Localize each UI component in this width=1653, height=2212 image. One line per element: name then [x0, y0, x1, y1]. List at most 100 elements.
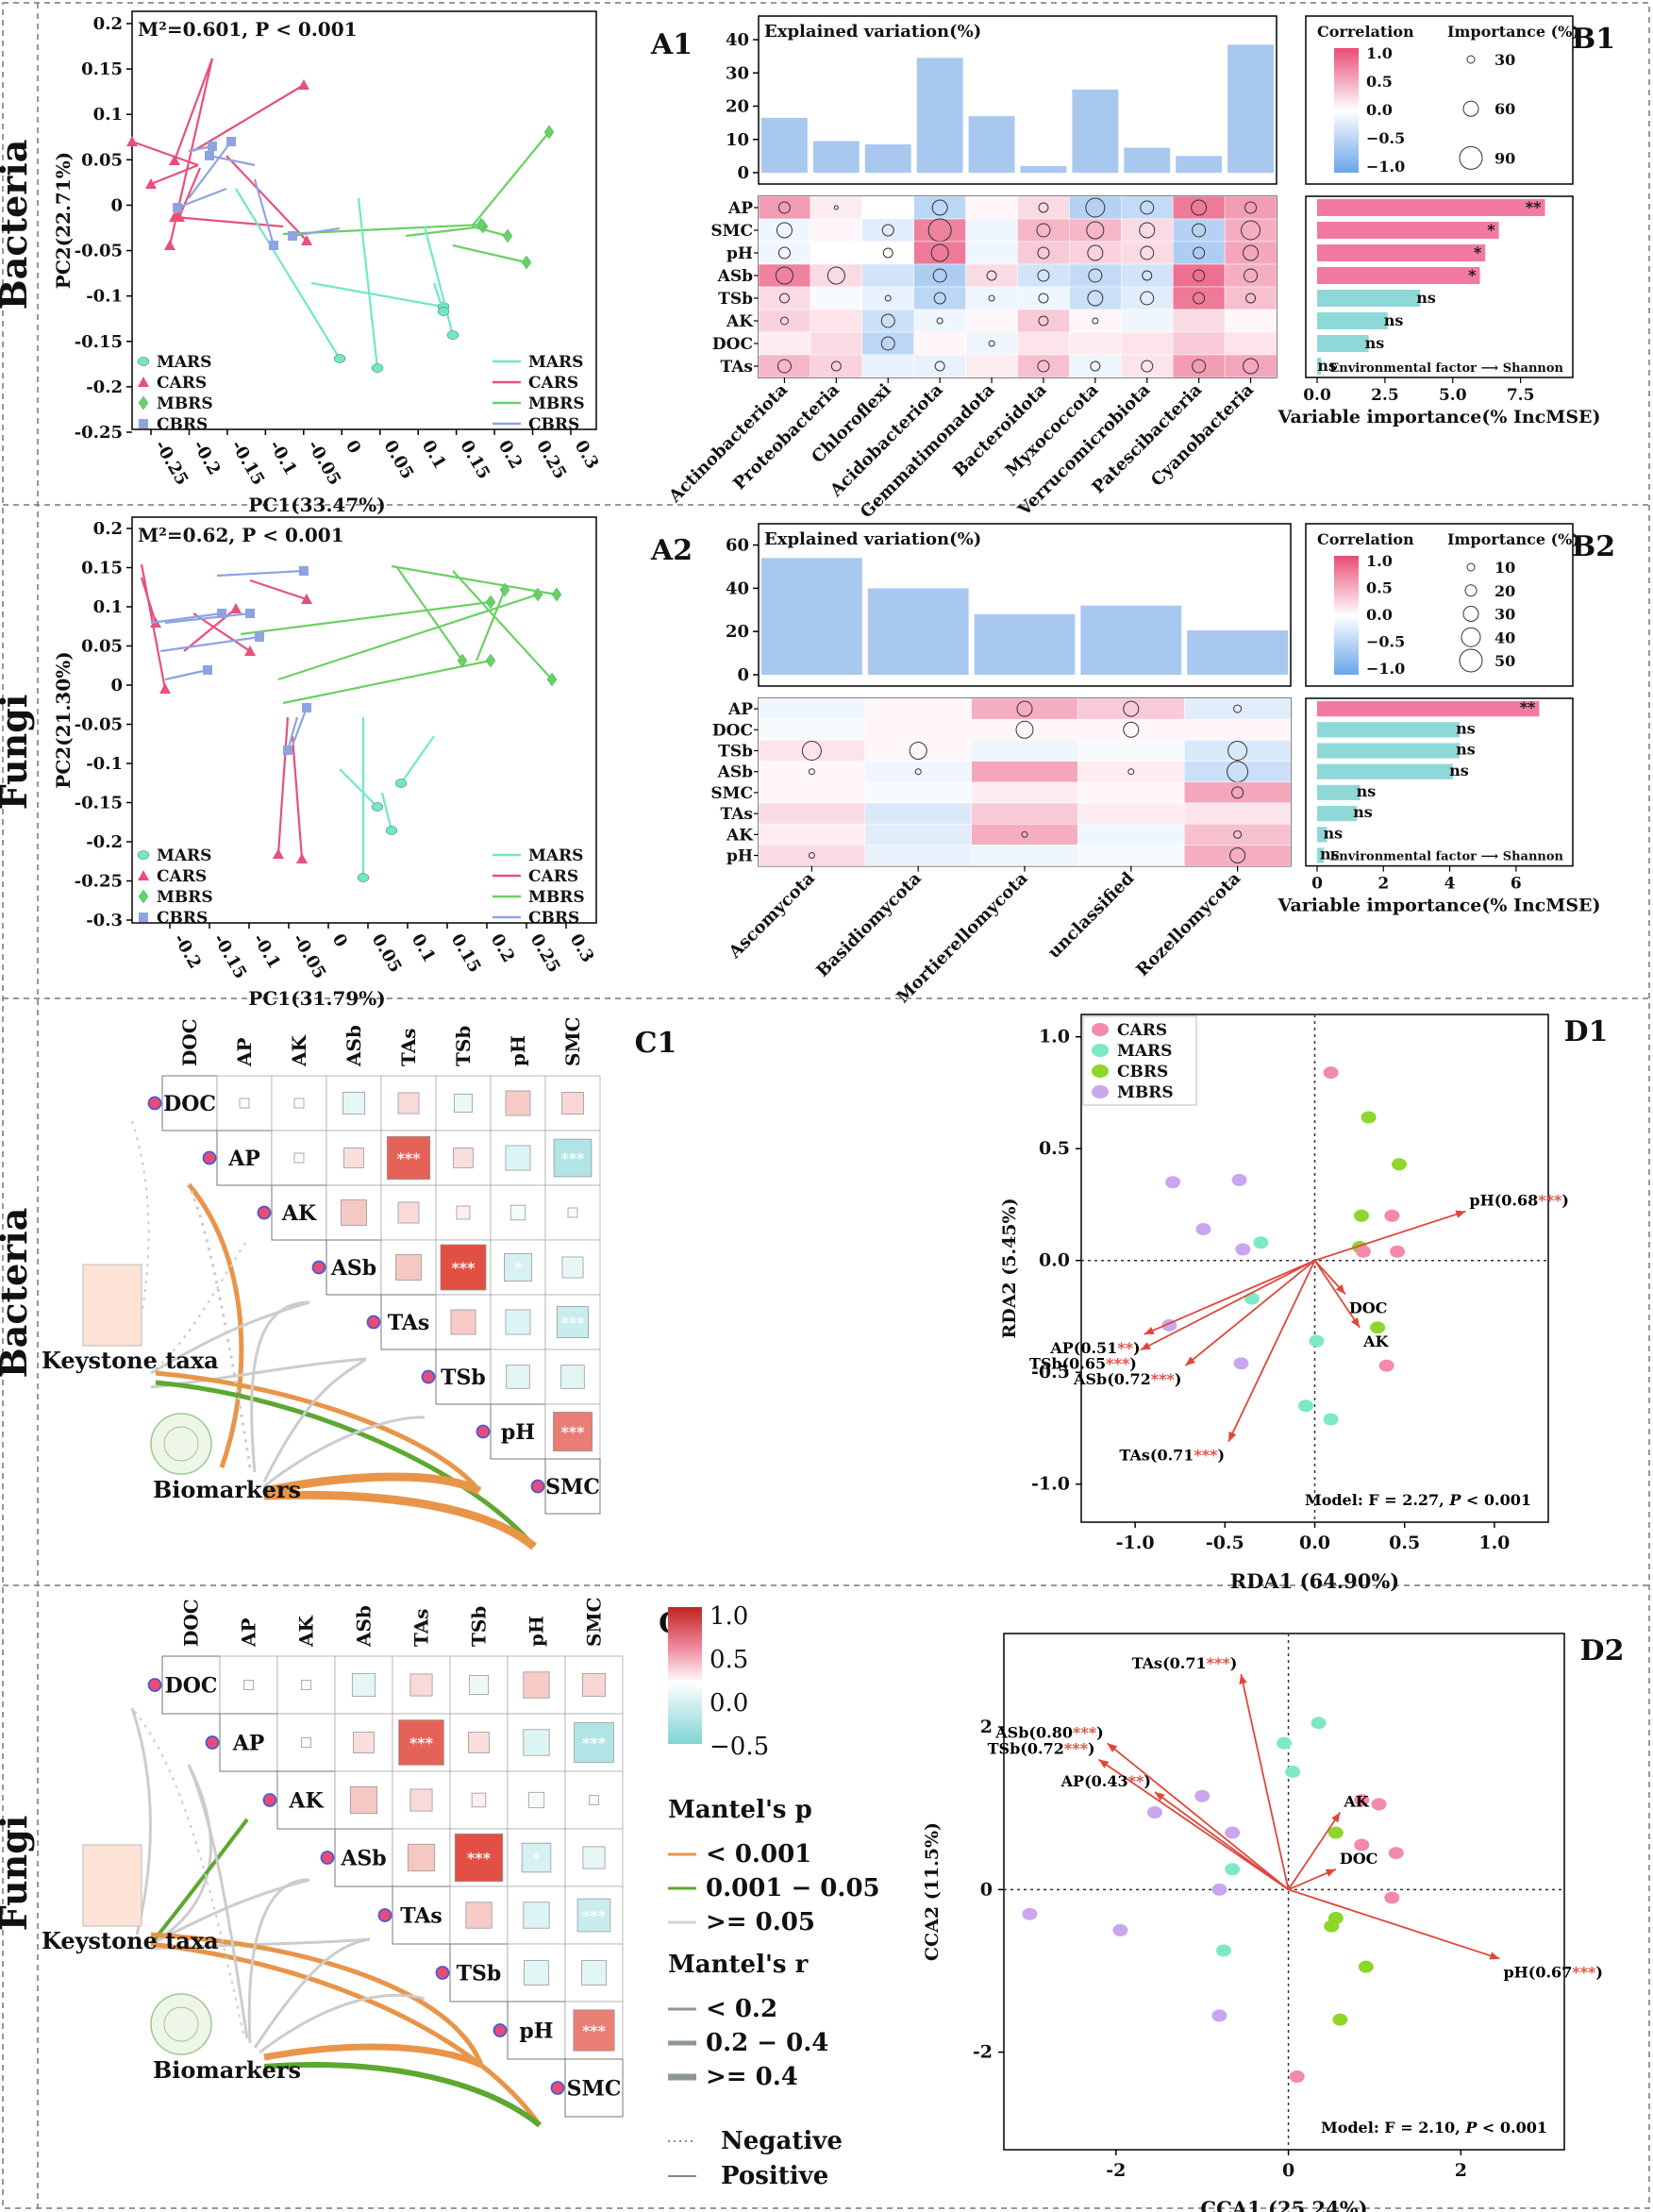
- legend-circle: [1466, 562, 1476, 572]
- corr-square: [523, 1729, 550, 1756]
- importance-circle: [934, 360, 945, 372]
- legend-entry: Negative: [721, 2127, 843, 2155]
- point: [139, 419, 148, 428]
- heat-cell: [913, 354, 966, 378]
- arrow: [1184, 1260, 1316, 1366]
- arrowhead: [1325, 1868, 1336, 1877]
- x-tick-label: 2: [1378, 875, 1389, 894]
- plot-frame: [1003, 1633, 1565, 2151]
- arrow-sig: ***: [1106, 1355, 1130, 1373]
- mantel-link: [263, 1416, 426, 1488]
- importance-circle: [776, 222, 793, 239]
- y-tick-label: 40: [726, 578, 749, 598]
- significance: **: [1526, 198, 1542, 216]
- row-label: AK: [288, 1789, 324, 1814]
- heat-cell: [1224, 218, 1277, 243]
- factor-label: pH: [726, 244, 753, 263]
- heat-cell: [810, 241, 863, 265]
- corr-square: [456, 1205, 471, 1220]
- column-label: SMC: [561, 1017, 584, 1067]
- significance: **: [1520, 698, 1536, 716]
- model-pre: Model: F = 2.10,: [1321, 2119, 1465, 2137]
- importance-circle: [1192, 223, 1207, 238]
- importance-circle: [1141, 360, 1154, 373]
- heat-cell: [758, 331, 811, 356]
- heat-cell: [965, 195, 1018, 220]
- procrustes-segment: [249, 578, 308, 601]
- x-tick-label: 0.25: [532, 437, 570, 482]
- point: [139, 913, 148, 922]
- keystone-label: Keystone taxa: [42, 1927, 219, 1954]
- procrustes-segment: [131, 140, 199, 167]
- arrow-name: ASb(0.72: [1073, 1370, 1151, 1388]
- node: [550, 2081, 565, 2095]
- row-label-fungi: Fungi: [0, 695, 35, 811]
- importance-circle: [1191, 199, 1208, 216]
- mantel-link: [131, 1707, 244, 2035]
- procrustes-segment: [357, 197, 379, 369]
- point: [333, 354, 346, 363]
- node: [262, 1793, 277, 1807]
- explained-bar: [968, 116, 1015, 173]
- y-tick-label: -0.1: [86, 754, 123, 774]
- importance-bar: [1317, 722, 1461, 738]
- heat-cell: [758, 195, 811, 220]
- column-label: TAs: [410, 1608, 433, 1647]
- heat-cell: [1077, 845, 1185, 866]
- importance-note: Environmental factor ⟶ Shannon: [1329, 361, 1563, 376]
- grid-cell: [435, 1130, 492, 1186]
- heat-cell: [758, 740, 866, 762]
- row-label: TAs: [388, 1311, 430, 1335]
- procrustes-segment: [405, 225, 484, 238]
- importance-circle: [1245, 293, 1257, 304]
- corr-square: [349, 1785, 378, 1815]
- column-label: AK: [288, 1034, 310, 1067]
- importance-circle: [1123, 721, 1140, 738]
- legend-title: Correlation: [1317, 530, 1414, 548]
- corr-square: [301, 1680, 311, 1690]
- arrow-name: TAs(0.71: [1132, 1654, 1207, 1672]
- procrustes-segment: [173, 58, 214, 161]
- legend-entry: MARS: [528, 846, 583, 865]
- sample-point: [1231, 1173, 1247, 1186]
- heat-cell: [1183, 697, 1292, 720]
- legend-entry: 0.001 − 0.05: [706, 1874, 880, 1902]
- significance: ***: [560, 1314, 585, 1332]
- factor-label: AP: [727, 700, 753, 719]
- sample-point: [1371, 1798, 1387, 1811]
- importance-circle: [932, 268, 947, 283]
- heat-cell: [1183, 740, 1292, 762]
- importance-circle: [988, 294, 995, 302]
- colorbar-tick: 0.5: [1366, 73, 1393, 91]
- arrow-sig: ***: [1194, 1447, 1218, 1465]
- legend-value: 90: [1494, 149, 1515, 167]
- node: [311, 1260, 326, 1275]
- node: [476, 1424, 491, 1439]
- heat-cell: [1077, 802, 1185, 825]
- x-tick-label: 0.5: [1389, 1533, 1420, 1553]
- node: [205, 1735, 220, 1750]
- legend-title: Importance (%): [1447, 23, 1579, 41]
- colorbar-tick: 0.0: [1366, 101, 1393, 119]
- y-axis-label: PC2(22.71%): [52, 152, 75, 289]
- x-tick-label: -0.2: [170, 930, 206, 972]
- x-tick-label: -0.05: [303, 437, 344, 489]
- procrustes-segment: [235, 188, 341, 360]
- importance-circle: [1038, 315, 1049, 327]
- y-tick-label: -2: [973, 2042, 993, 2063]
- column-label: ASb: [342, 1025, 365, 1067]
- corr-square: [527, 1791, 545, 1809]
- arrow-label: pH(0.67***): [1503, 1964, 1603, 1982]
- procrustes-segment: [432, 282, 445, 312]
- y-tick-label: 0: [737, 163, 749, 183]
- arrow-close: ): [1561, 1192, 1569, 1210]
- significance: ns: [1384, 311, 1404, 329]
- importance-circle: [931, 199, 948, 216]
- sample-point: [1391, 1158, 1407, 1171]
- heat-cell: [1121, 309, 1174, 333]
- point: [357, 873, 370, 882]
- heat-cell: [1121, 195, 1174, 220]
- corr-square: [553, 1138, 593, 1178]
- importance-circle: [1244, 268, 1259, 283]
- point: [502, 228, 513, 243]
